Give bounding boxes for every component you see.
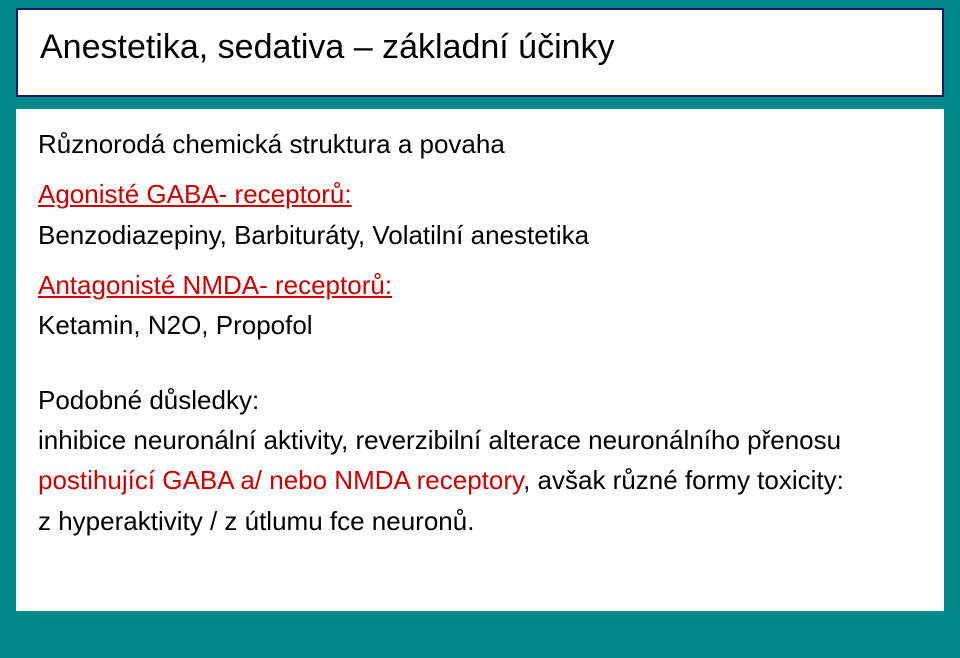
similar-line2: postihující GABA a/ nebo NMDA receptory,…	[38, 463, 922, 497]
gaba-heading: Agonisté GABA- receptorů:	[38, 177, 922, 211]
gaba-body: Benzodiazepiny, Barbituráty, Volatilní a…	[38, 218, 922, 252]
similar-line2-black: , avšak různé formy toxicity:	[523, 465, 844, 495]
content-box: Různorodá chemická struktura a povaha Ag…	[16, 109, 944, 611]
page-title: Anestetika, sedativa – základní účinky	[40, 28, 920, 67]
nmda-heading: Antagonisté NMDA- receptorů:	[38, 268, 922, 302]
similar-heading: Podobné důsledky:	[38, 383, 922, 417]
intro-text: Různorodá chemická struktura a povaha	[38, 127, 922, 161]
similar-line1: inhibice neuronální aktivity, reverzibil…	[38, 423, 922, 457]
title-box: Anestetika, sedativa – základní účinky	[16, 8, 944, 97]
similar-line3: z hyperaktivity / z útlumu fce neuronů.	[38, 504, 922, 538]
nmda-body: Ketamin, N2O, Propofol	[38, 308, 922, 342]
similar-line2-red: postihující GABA a/ nebo NMDA receptory	[38, 465, 523, 495]
